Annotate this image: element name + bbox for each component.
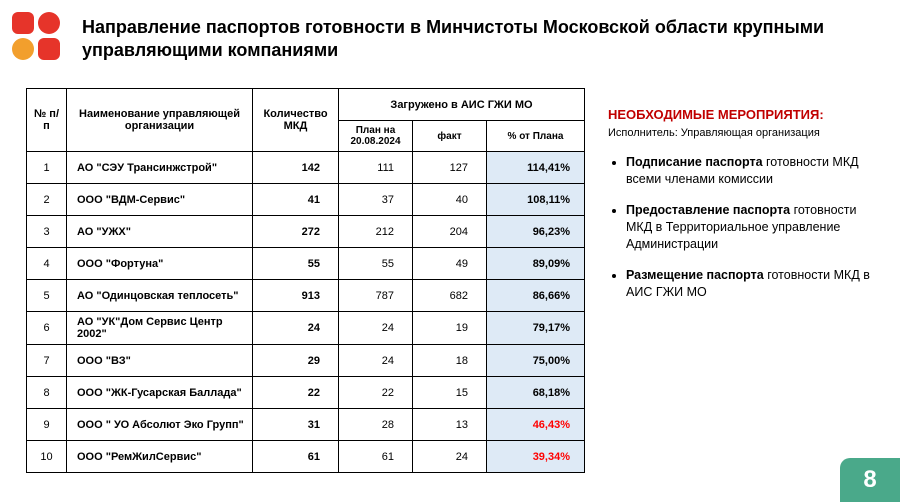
table-row: 7ООО "ВЗ"29241875,00% — [27, 345, 585, 377]
cell-pct: 46,43% — [487, 409, 585, 441]
list-item: Размещение паспорта готовности МКД в АИС… — [626, 267, 880, 301]
actions-panel: НЕОБХОДИМЫЕ МЕРОПРИЯТИЯ: Исполнитель: Уп… — [608, 106, 880, 315]
cell-plan: 28 — [339, 409, 413, 441]
table-row: 8ООО "ЖК-Гусарская Баллада"22221568,18% — [27, 377, 585, 409]
cell-name: ООО "ВДМ-Сервис" — [67, 184, 253, 216]
cell-fact: 13 — [413, 409, 487, 441]
cell-idx: 4 — [27, 248, 67, 280]
th-mkd: Количество МКД — [253, 89, 339, 152]
cell-name: ООО "РемЖилСервис" — [67, 441, 253, 473]
table-row: 1АО "СЭУ Трансинжстрой"142111127114,41% — [27, 152, 585, 184]
cell-mkd: 272 — [253, 216, 339, 248]
cell-name: ООО "ВЗ" — [67, 345, 253, 377]
th-pct: % от Плана — [487, 121, 585, 152]
cell-fact: 682 — [413, 280, 487, 312]
cell-fact: 127 — [413, 152, 487, 184]
readiness-table: № п/п Наименование управляющей организац… — [26, 88, 585, 473]
cell-mkd: 913 — [253, 280, 339, 312]
cell-name: АО "УК"Дом Сервис Центр 2002" — [67, 312, 253, 345]
actions-title: НЕОБХОДИМЫЕ МЕРОПРИЯТИЯ: — [608, 106, 880, 124]
cell-name: ООО " УО Абсолют Эко Групп" — [67, 409, 253, 441]
logo — [12, 12, 62, 62]
cell-plan: 24 — [339, 345, 413, 377]
cell-fact: 19 — [413, 312, 487, 345]
th-group: Загружено в АИС ГЖИ МО — [339, 89, 585, 121]
cell-pct: 114,41% — [487, 152, 585, 184]
page-number: 8 — [863, 466, 876, 494]
cell-pct: 86,66% — [487, 280, 585, 312]
cell-fact: 24 — [413, 441, 487, 473]
list-item-lead: Подписание паспорта — [626, 155, 763, 169]
cell-idx: 8 — [27, 377, 67, 409]
cell-pct: 75,00% — [487, 345, 585, 377]
cell-plan: 22 — [339, 377, 413, 409]
cell-mkd: 22 — [253, 377, 339, 409]
cell-mkd: 29 — [253, 345, 339, 377]
cell-fact: 204 — [413, 216, 487, 248]
logo-shape-tr — [38, 12, 60, 34]
cell-plan: 55 — [339, 248, 413, 280]
actions-subtitle: Исполнитель: Управляющая организация — [608, 126, 880, 141]
th-idx: № п/п — [27, 89, 67, 152]
cell-mkd: 24 — [253, 312, 339, 345]
list-item: Предоставление паспорта готовности МКД в… — [626, 202, 880, 253]
cell-name: АО "Одинцовская теплосеть" — [67, 280, 253, 312]
cell-pct: 108,11% — [487, 184, 585, 216]
cell-plan: 787 — [339, 280, 413, 312]
cell-fact: 40 — [413, 184, 487, 216]
cell-fact: 18 — [413, 345, 487, 377]
cell-plan: 111 — [339, 152, 413, 184]
logo-shape-br — [38, 38, 60, 60]
cell-pct: 96,23% — [487, 216, 585, 248]
page-title: Направление паспортов готовности в Минчи… — [82, 16, 880, 61]
cell-plan: 24 — [339, 312, 413, 345]
table-row: 4ООО "Фортуна"55554989,09% — [27, 248, 585, 280]
cell-name: АО "СЭУ Трансинжстрой" — [67, 152, 253, 184]
cell-mkd: 55 — [253, 248, 339, 280]
cell-name: ООО "Фортуна" — [67, 248, 253, 280]
cell-idx: 9 — [27, 409, 67, 441]
cell-pct: 79,17% — [487, 312, 585, 345]
cell-idx: 1 — [27, 152, 67, 184]
cell-idx: 6 — [27, 312, 67, 345]
list-item: Подписание паспорта готовности МКД всеми… — [626, 154, 880, 188]
list-item-lead: Предоставление паспорта — [626, 203, 790, 217]
logo-shape-tl — [12, 12, 34, 34]
table-row: 6АО "УК"Дом Сервис Центр 2002"24241979,1… — [27, 312, 585, 345]
cell-pct: 68,18% — [487, 377, 585, 409]
th-fact: факт — [413, 121, 487, 152]
table-row: 3АО "УЖХ"27221220496,23% — [27, 216, 585, 248]
cell-plan: 212 — [339, 216, 413, 248]
cell-idx: 2 — [27, 184, 67, 216]
cell-idx: 5 — [27, 280, 67, 312]
list-item-lead: Размещение паспорта — [626, 268, 764, 282]
table-row: 9ООО " УО Абсолют Эко Групп"31281346,43% — [27, 409, 585, 441]
cell-idx: 7 — [27, 345, 67, 377]
actions-list: Подписание паспорта готовности МКД всеми… — [608, 154, 880, 300]
cell-pct: 89,09% — [487, 248, 585, 280]
table-row: 2ООО "ВДМ-Сервис"413740108,11% — [27, 184, 585, 216]
cell-mkd: 142 — [253, 152, 339, 184]
cell-fact: 15 — [413, 377, 487, 409]
cell-mkd: 61 — [253, 441, 339, 473]
cell-plan: 61 — [339, 441, 413, 473]
table-row: 5АО "Одинцовская теплосеть"91378768286,6… — [27, 280, 585, 312]
cell-name: АО "УЖХ" — [67, 216, 253, 248]
cell-plan: 37 — [339, 184, 413, 216]
page-number-badge: 8 — [840, 458, 900, 502]
cell-fact: 49 — [413, 248, 487, 280]
th-name: Наименование управляющей организации — [67, 89, 253, 152]
slide: Направление паспортов готовности в Минчи… — [0, 0, 900, 502]
table-row: 10ООО "РемЖилСервис"61612439,34% — [27, 441, 585, 473]
table-body: 1АО "СЭУ Трансинжстрой"142111127114,41%2… — [27, 152, 585, 473]
cell-idx: 3 — [27, 216, 67, 248]
cell-pct: 39,34% — [487, 441, 585, 473]
th-plan: План на 20.08.2024 — [339, 121, 413, 152]
cell-mkd: 31 — [253, 409, 339, 441]
cell-idx: 10 — [27, 441, 67, 473]
logo-shape-bl — [12, 38, 34, 60]
cell-name: ООО "ЖК-Гусарская Баллада" — [67, 377, 253, 409]
cell-mkd: 41 — [253, 184, 339, 216]
